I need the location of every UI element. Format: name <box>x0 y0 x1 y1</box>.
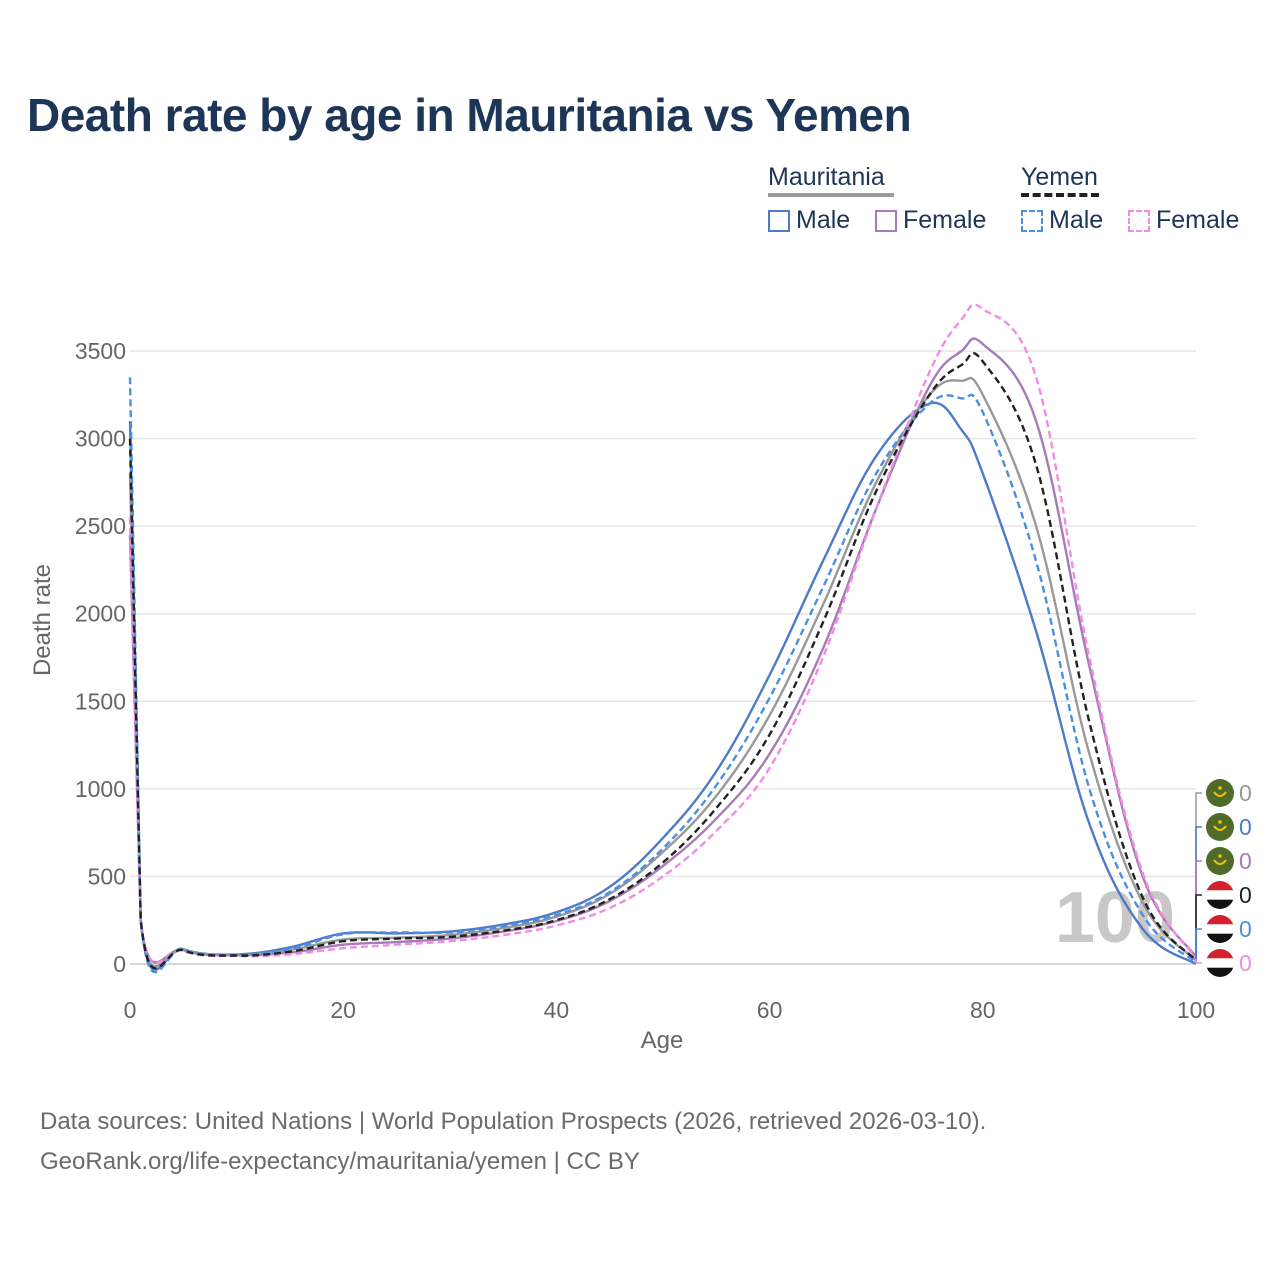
end-markers: 0 0 0 0 0 0 <box>1195 779 1252 977</box>
flag-stripe-red <box>1206 881 1234 891</box>
flag-stripe-black <box>1206 933 1234 943</box>
end-value-label-mauritania-total: 0 <box>1239 780 1252 806</box>
source-line-1: Data sources: United Nations | World Pop… <box>40 1108 987 1135</box>
flag-stripe-black <box>1206 967 1234 977</box>
series-line-yemen-total <box>128 351 1197 970</box>
legend-label-mauritania-male: Male <box>796 206 851 234</box>
y-tick-label-3000: 3000 <box>75 426 126 452</box>
legend-swatch-mauritania-male <box>768 209 790 232</box>
legend-item-mauritania-male[interactable]: Male <box>768 206 850 235</box>
flag-disc <box>1206 847 1234 875</box>
legend-group-yemen: Yemen <box>1021 163 1098 191</box>
end-connector-yemen-male <box>1195 928 1202 963</box>
flag-disc <box>1206 779 1234 807</box>
flag-stripe-white <box>1206 890 1234 900</box>
flag-crescent <box>1213 859 1227 865</box>
end-value-label-yemen-total: 0 <box>1239 882 1252 908</box>
y-tick-label-3500: 3500 <box>75 338 126 364</box>
y-tick-label-500: 500 <box>88 863 126 889</box>
flag-crescent <box>1213 825 1227 831</box>
series-line-mauritania-female <box>128 337 1198 964</box>
x-tick-labels: 0 20 40 60 80 100 <box>124 997 1216 1023</box>
end-value-label-yemen-male: 0 <box>1239 916 1252 942</box>
flag-crescent <box>1213 791 1227 797</box>
legend-group-mauritania: Mauritania <box>768 163 885 191</box>
legend-swatch-yemen-female <box>1128 209 1150 232</box>
end-connector-yemen-female <box>1195 958 1202 964</box>
legend-item-yemen-female[interactable]: Female <box>1128 206 1239 235</box>
x-axis-label: Age <box>641 1027 684 1054</box>
end-connector-mauritania-total <box>1195 792 1202 961</box>
flag-disc <box>1206 813 1234 841</box>
y-tick-labels: 0 500 1000 1500 2000 2500 3000 3500 <box>75 338 126 977</box>
flag-stripe-red <box>1206 949 1234 959</box>
series-line-mauritania-male <box>128 401 1197 971</box>
legend-swatch-mauritania-female <box>875 209 897 232</box>
end-value-label-yemen-female: 0 <box>1239 950 1252 976</box>
legend-label-yemen-male: Male <box>1049 206 1104 234</box>
x-tick-label-20: 20 <box>330 997 356 1023</box>
legend-underline-mauritania <box>768 193 894 197</box>
flag-stripe-white <box>1206 958 1234 968</box>
y-tick-label-1500: 1500 <box>75 688 126 714</box>
flag-star <box>1218 854 1222 858</box>
y-tick-label-2000: 2000 <box>75 601 126 627</box>
flag-icon-mauritania <box>1206 813 1234 841</box>
x-tick-label-80: 80 <box>970 997 996 1023</box>
y-tick-label-0: 0 <box>113 951 126 977</box>
legend-label-mauritania-female: Female <box>903 206 987 234</box>
legend-item-yemen-male[interactable]: Male <box>1021 206 1103 235</box>
year-watermark: 100 <box>1055 878 1175 958</box>
flag-star <box>1218 786 1222 790</box>
x-tick-label-0: 0 <box>124 997 137 1023</box>
flag-icon-yemen <box>1206 915 1234 943</box>
series-line-mauritania-total <box>128 376 1197 968</box>
flag-stripe-black <box>1206 899 1234 909</box>
flag-icon-yemen <box>1206 881 1234 909</box>
y-tick-label-1000: 1000 <box>75 776 126 802</box>
legend-item-mauritania-female[interactable]: Female <box>875 206 986 235</box>
flag-icon-yemen <box>1206 949 1234 977</box>
source-line-2: GeoRank.org/life-expectancy/mauritania/y… <box>40 1148 640 1175</box>
legend-label-yemen-female: Female <box>1156 206 1240 234</box>
flag-icon-mauritania <box>1206 847 1234 875</box>
flag-star <box>1218 820 1222 824</box>
x-tick-label-60: 60 <box>757 997 783 1023</box>
flag-icon-mauritania <box>1206 779 1234 807</box>
end-value-label-mauritania-female: 0 <box>1239 848 1252 874</box>
end-connector-mauritania-female <box>1195 860 1202 957</box>
y-axis-label: Death rate <box>29 564 56 676</box>
end-value-label-mauritania-male: 0 <box>1239 814 1252 840</box>
x-tick-label-40: 40 <box>544 997 570 1023</box>
x-tick-label-100: 100 <box>1177 997 1215 1023</box>
chart-title: Death rate by age in Mauritania vs Yemen <box>27 89 912 141</box>
series-line-yemen-male <box>128 377 1197 974</box>
gridlines <box>130 350 1196 965</box>
end-connector-yemen-total <box>1195 894 1202 961</box>
flag-stripe-red <box>1206 915 1234 925</box>
series-lines <box>128 303 1198 974</box>
legend-swatch-yemen-male <box>1021 209 1043 232</box>
y-tick-label-2500: 2500 <box>75 513 126 539</box>
flag-stripe-white <box>1206 924 1234 934</box>
legend-underline-yemen <box>1021 193 1099 197</box>
